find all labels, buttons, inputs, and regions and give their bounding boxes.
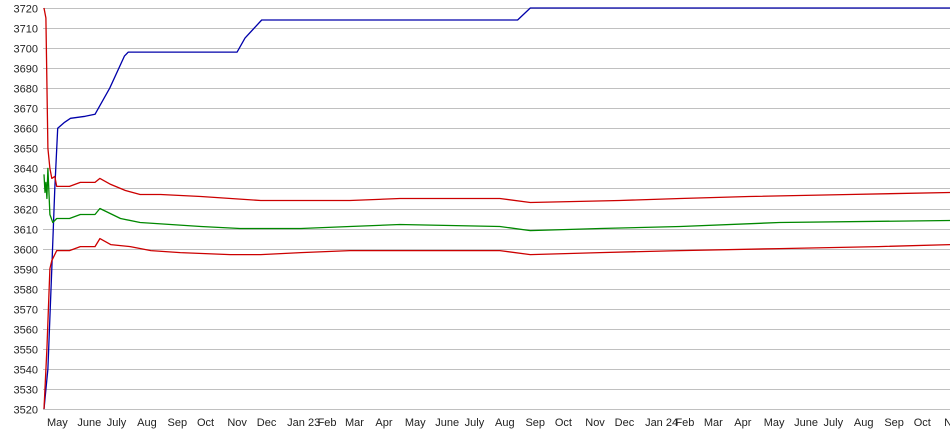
series-line-4 <box>43 237 950 410</box>
x-tick-label: Oct <box>555 417 572 429</box>
gridlines <box>43 8 950 410</box>
x-tick-label: Aug <box>495 417 515 429</box>
y-tick-label: 3630 <box>14 184 38 196</box>
y-tick-label: 3550 <box>14 345 38 357</box>
x-tick-label: Mar <box>345 417 364 429</box>
x-tick-label: May <box>764 417 785 429</box>
x-tick-label: July <box>824 417 844 429</box>
x-tick-label: Jan 23 <box>287 417 320 429</box>
series-line-2 <box>43 7 950 204</box>
x-tick-label: Nov <box>944 417 950 429</box>
x-tick-label: Sep <box>884 417 904 429</box>
y-tick-label: 3640 <box>14 164 38 176</box>
x-tick-label: Feb <box>318 417 337 429</box>
y-tick-label: 3560 <box>14 325 38 337</box>
y-tick-label: 3620 <box>14 205 38 217</box>
y-tick-label: 3650 <box>14 144 38 156</box>
y-tick-label: 3530 <box>14 385 38 397</box>
y-tick-label: 3710 <box>14 24 38 36</box>
x-tick-label: Apr <box>734 417 751 429</box>
x-tick-label: June <box>435 417 459 429</box>
y-tick-label: 3570 <box>14 305 38 317</box>
y-tick-label: 3680 <box>14 84 38 96</box>
x-tick-label: Oct <box>914 417 931 429</box>
y-tick-label: 3720 <box>14 4 38 16</box>
x-tick-label: July <box>465 417 485 429</box>
x-tick-label: Dec <box>257 417 277 429</box>
series-line-1 <box>43 7 950 410</box>
x-tick-label: Apr <box>375 417 392 429</box>
x-tick-label: May <box>405 417 426 429</box>
x-tick-label: Dec <box>615 417 635 429</box>
y-tick-label: 3580 <box>14 285 38 297</box>
x-tick-label: May <box>47 417 68 429</box>
x-tick-label: Jan 24 <box>645 417 678 429</box>
y-tick-label: 3660 <box>14 124 38 136</box>
x-tick-label: June <box>794 417 818 429</box>
x-tick-label: Sep <box>525 417 545 429</box>
y-tick-label: 3520 <box>14 405 38 417</box>
series-line-3 <box>43 167 950 232</box>
x-tick-label: Feb <box>675 417 694 429</box>
y-tick-label: 3600 <box>14 245 38 257</box>
x-tick-label: Mar <box>704 417 723 429</box>
x-tick-label: Sep <box>168 417 188 429</box>
y-tick-label: 3540 <box>14 365 38 377</box>
x-tick-label: Aug <box>854 417 874 429</box>
x-tick-label: Oct <box>197 417 214 429</box>
series-lines <box>43 7 950 410</box>
y-tick-label: 3690 <box>14 64 38 76</box>
y-tick-label: 3670 <box>14 104 38 116</box>
x-tick-label: Nov <box>227 417 247 429</box>
y-tick-label: 3700 <box>14 44 38 56</box>
x-tick-label: Aug <box>137 417 157 429</box>
y-axis: 3520 3530 3540 3550 3560 3570 3580 3590 3600 3610… <box>14 4 38 417</box>
x-tick-label: July <box>107 417 127 429</box>
y-tick-label: 3610 <box>14 225 38 237</box>
y-tick-label: 3590 <box>14 265 38 277</box>
x-tick-label: Nov <box>585 417 605 429</box>
x-tick-label: June <box>77 417 101 429</box>
